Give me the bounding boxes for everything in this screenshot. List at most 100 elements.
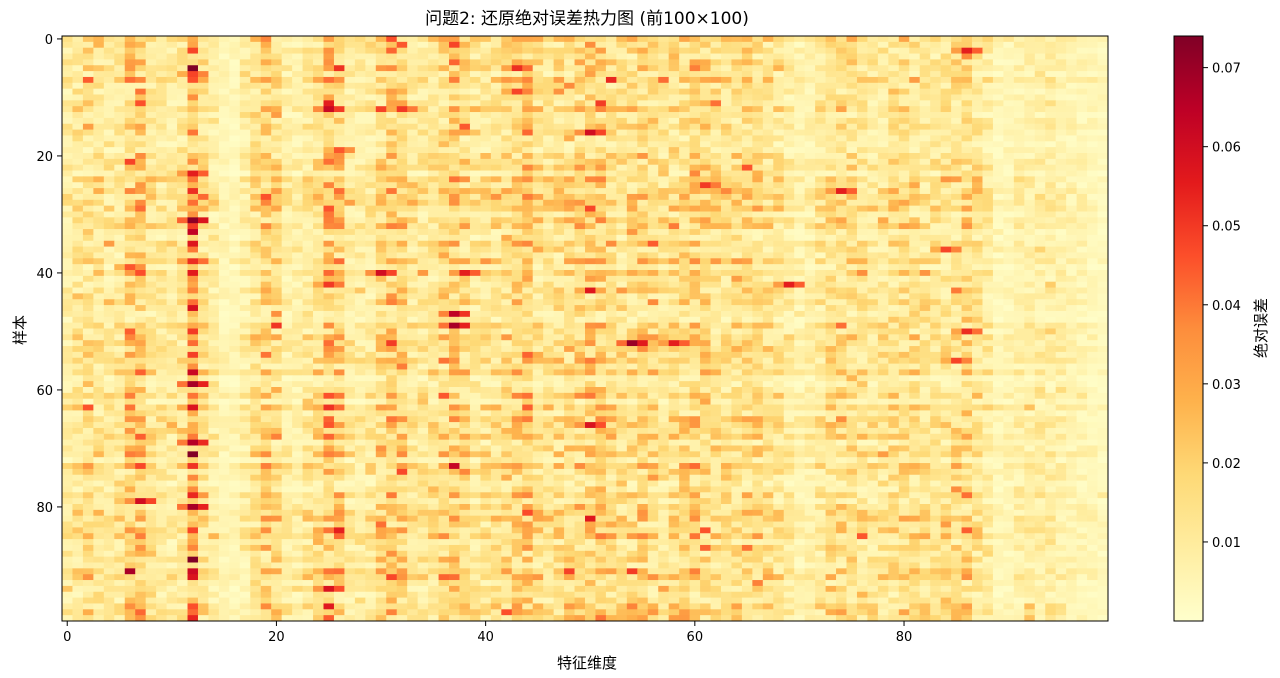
heatmap-cell — [846, 158, 858, 166]
heatmap-cell — [898, 223, 910, 230]
heatmap-cell — [449, 252, 460, 259]
heatmap-cell — [281, 141, 293, 148]
heatmap-cell — [260, 117, 272, 125]
heatmap-cell — [605, 275, 617, 283]
heatmap-cell — [1034, 270, 1046, 277]
heatmap-cell — [616, 310, 628, 318]
heatmap-cell — [428, 211, 439, 218]
heatmap-cell — [647, 123, 659, 130]
heatmap-cell — [846, 164, 858, 171]
heatmap-cell — [1066, 59, 1078, 66]
heatmap-cell — [815, 164, 826, 171]
heatmap-cell — [156, 41, 167, 49]
heatmap-cell — [522, 41, 534, 49]
heatmap-cell — [522, 158, 534, 166]
heatmap-cell — [344, 223, 356, 230]
heatmap-cell — [229, 88, 241, 95]
heatmap-cell — [449, 205, 460, 212]
heatmap-cell — [480, 293, 492, 300]
heatmap-cell — [103, 205, 115, 212]
heatmap-cell — [82, 158, 94, 166]
heatmap-cell — [741, 299, 753, 306]
heatmap-cell — [940, 112, 952, 119]
heatmap-cell — [145, 117, 157, 125]
heatmap-cell — [208, 164, 220, 171]
heatmap-cell — [250, 188, 262, 195]
heatmap-cell — [689, 41, 701, 49]
heatmap-cell — [166, 229, 178, 236]
heatmap-cell — [752, 293, 764, 300]
heatmap-cell — [877, 141, 889, 148]
heatmap-cell — [511, 170, 523, 177]
heatmap-cell — [992, 135, 1004, 142]
heatmap-cell — [679, 281, 690, 288]
heatmap-cell — [762, 217, 774, 224]
heatmap-cell — [156, 229, 167, 236]
heatmap-cell — [187, 223, 199, 230]
heatmap-cell — [229, 299, 241, 306]
heatmap-cell — [459, 252, 471, 259]
heatmap-cell — [836, 246, 847, 253]
heatmap-cell — [156, 47, 167, 54]
heatmap-cell — [668, 188, 680, 195]
heatmap-cell — [982, 164, 994, 171]
heatmap-cell — [982, 193, 994, 201]
heatmap-cell — [177, 258, 188, 265]
heatmap-cell — [522, 36, 534, 43]
heatmap-cell — [731, 117, 743, 125]
heatmap-cell — [344, 275, 356, 283]
heatmap-cell — [658, 47, 670, 54]
heatmap-cell — [689, 199, 701, 207]
heatmap-cell — [616, 258, 628, 265]
heatmap-cell — [689, 158, 701, 166]
heatmap-cell — [731, 182, 743, 189]
heatmap-cell — [407, 182, 419, 189]
heatmap-cell — [616, 193, 628, 201]
heatmap-cell — [1013, 199, 1025, 207]
heatmap-cell — [700, 153, 711, 160]
heatmap-cell — [731, 258, 743, 265]
heatmap-cell — [909, 59, 921, 66]
heatmap-cell — [177, 112, 188, 119]
heatmap-cell — [1013, 76, 1025, 84]
heatmap-cell — [72, 240, 84, 247]
heatmap-cell — [103, 281, 115, 288]
heatmap-cell — [647, 281, 659, 288]
heatmap-cell — [585, 275, 596, 283]
heatmap-cell — [62, 287, 73, 294]
heatmap-cell — [951, 223, 962, 230]
heatmap-cell — [783, 293, 795, 300]
heatmap-cell — [888, 94, 900, 101]
heatmap-cell — [836, 106, 847, 113]
heatmap-cell — [386, 117, 398, 125]
heatmap-cell — [856, 252, 868, 259]
heatmap-cell — [177, 281, 188, 288]
heatmap-cell — [972, 223, 983, 230]
heatmap-cell — [114, 164, 126, 171]
heatmap-cell — [1076, 41, 1088, 49]
heatmap-cell — [804, 59, 816, 66]
heatmap-cell — [469, 94, 481, 101]
heatmap-cell — [794, 135, 806, 142]
heatmap-cell — [930, 59, 942, 66]
heatmap-cell — [982, 316, 994, 324]
heatmap-cell — [166, 53, 178, 60]
heatmap-cell — [333, 158, 345, 166]
heatmap-cell — [449, 246, 460, 253]
heatmap-cell — [689, 141, 701, 148]
heatmap-cell — [365, 270, 377, 277]
heatmap-cell — [836, 59, 847, 66]
heatmap-cell — [365, 211, 377, 218]
heatmap-cell — [396, 71, 408, 78]
heatmap-cell — [208, 270, 220, 277]
heatmap-cell — [877, 170, 889, 177]
heatmap-cell — [386, 199, 398, 207]
heatmap-cell — [72, 71, 84, 78]
heatmap-cell — [741, 316, 753, 324]
heatmap-cell — [762, 193, 774, 201]
heatmap-cell — [114, 223, 126, 230]
heatmap-cell — [197, 129, 209, 136]
heatmap-cell — [313, 305, 324, 312]
heatmap-cell — [846, 176, 858, 183]
heatmap-cell — [124, 36, 136, 43]
